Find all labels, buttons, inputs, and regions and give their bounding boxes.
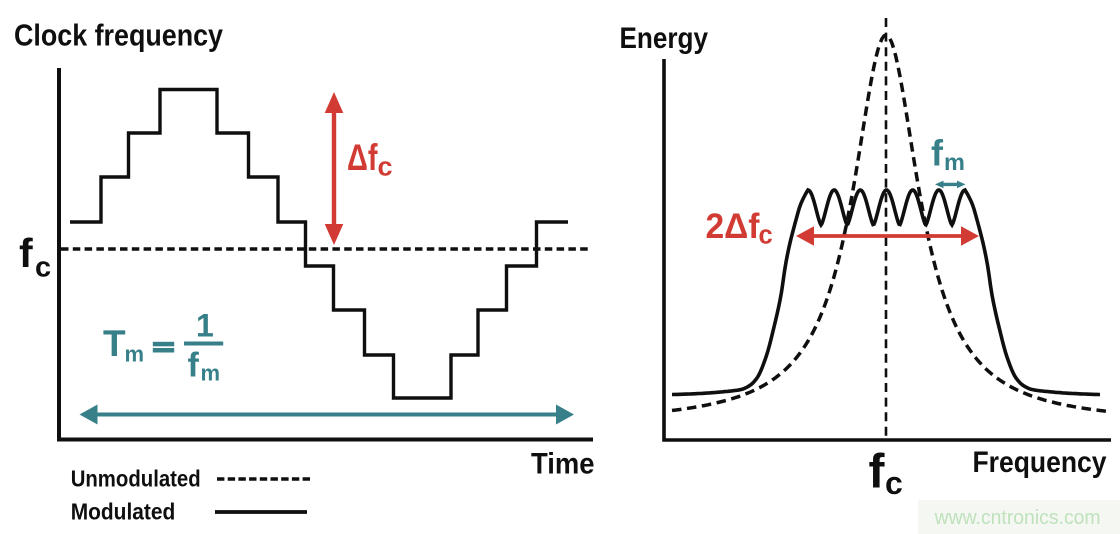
svg-text:f: f: [188, 347, 200, 385]
svg-text:c: c: [759, 222, 773, 250]
svg-text:Energy: Energy: [620, 22, 709, 55]
svg-text:1: 1: [196, 308, 214, 344]
svg-text:m: m: [201, 361, 221, 386]
svg-text:m: m: [125, 342, 145, 367]
svg-text:c: c: [35, 252, 51, 284]
svg-text:Δf: Δf: [347, 137, 378, 178]
svg-text:m: m: [944, 149, 965, 175]
svg-text:Frequency: Frequency: [973, 446, 1107, 479]
svg-text:www.cntronics.com: www.cntronics.com: [934, 507, 1101, 529]
svg-text:f: f: [869, 446, 886, 499]
svg-text:T: T: [103, 323, 126, 364]
svg-text:Unmodulated: Unmodulated: [71, 465, 201, 491]
svg-text:Time: Time: [531, 448, 595, 481]
svg-text:f: f: [19, 230, 33, 276]
svg-text:c: c: [378, 152, 393, 182]
svg-text:Modulated: Modulated: [71, 499, 176, 525]
svg-text:c: c: [885, 465, 903, 501]
svg-text:Clock frequency: Clock frequency: [14, 18, 224, 53]
svg-text:2Δf: 2Δf: [706, 206, 760, 246]
svg-text:f: f: [931, 132, 944, 173]
